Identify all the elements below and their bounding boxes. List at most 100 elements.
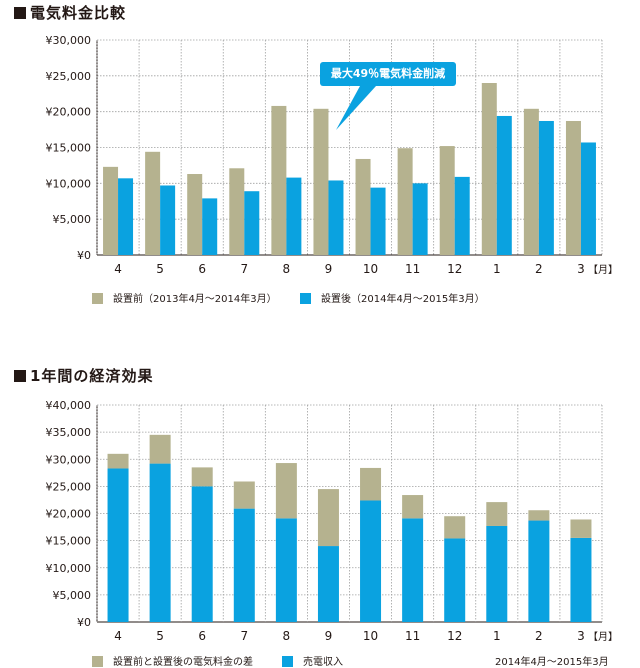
x-tick-label: 6 [198, 262, 206, 276]
x-tick-label: 11 [405, 262, 420, 276]
bar-before [145, 151, 161, 255]
legend-label: 設置前と設置後の電気料金の差 [113, 657, 253, 668]
bar-before [313, 108, 329, 255]
x-tick-label: 1 [493, 629, 501, 643]
x-axis-unit: 【月】 [588, 631, 618, 643]
legend-label: 設置前（2013年4月～2014年3月） [113, 294, 277, 305]
x-tick-label: 7 [240, 629, 248, 643]
bar-before [187, 174, 203, 255]
chart1-title: 電気料金比較 [14, 2, 126, 23]
bar-fee-difference [149, 434, 171, 464]
callout-pointer [336, 86, 376, 130]
bar-after [412, 183, 428, 255]
y-tick-label: ¥40,000 [46, 399, 92, 412]
y-tick-label: ¥35,000 [46, 426, 92, 439]
x-tick-label: 5 [156, 262, 164, 276]
chart2-legend-sales: 売電収入 [282, 653, 343, 668]
y-tick-label: ¥5,000 [53, 213, 92, 226]
bar-sales-income [107, 468, 129, 622]
y-tick-label: ¥0 [77, 249, 91, 262]
x-tick-label: 11 [405, 629, 420, 643]
x-tick-label: 8 [283, 629, 291, 643]
x-tick-label: 10 [363, 262, 378, 276]
x-tick-label: 3 [577, 629, 585, 643]
bar-before [439, 146, 455, 255]
chart2-period: 2014年4月～2015年3月 [495, 657, 609, 668]
chart2-legend-diff: 設置前と設置後の電気料金の差 [92, 653, 253, 668]
y-tick-label: ¥10,000 [46, 562, 92, 575]
x-tick-label: 2 [535, 629, 543, 643]
bar-sales-income [317, 546, 339, 622]
y-tick-label: ¥25,000 [46, 480, 92, 493]
bar-after [286, 177, 302, 255]
x-tick-label: 4 [114, 262, 122, 276]
title-square-icon [14, 7, 26, 19]
x-tick-label: 9 [325, 262, 333, 276]
bar-sales-income [233, 508, 255, 622]
bar-before [523, 108, 539, 255]
chart1-plot: ¥0 ¥5,000 ¥10,000 ¥15,000 ¥20,000 ¥25,000 ¥30,… [46, 34, 619, 276]
y-tick-label: ¥15,000 [46, 142, 92, 155]
y-tick-label: ¥30,000 [46, 34, 92, 47]
bar-after [580, 142, 596, 255]
bar-after [118, 178, 134, 255]
x-tick-label: 8 [283, 262, 291, 276]
x-tick-label: 9 [325, 629, 333, 643]
x-tick-label: 1 [493, 262, 501, 276]
bar-after [496, 115, 512, 255]
bar-fee-difference [444, 516, 466, 539]
chart2-title-text: 1年間の経済効果 [30, 367, 154, 385]
x-tick-label: 7 [240, 262, 248, 276]
bar-before [103, 166, 119, 255]
bar-fee-difference [107, 453, 129, 469]
x-tick-label: 12 [447, 629, 462, 643]
bar-sales-income [275, 518, 297, 622]
x-tick-label: 4 [114, 629, 122, 643]
bar-sales-income [402, 518, 424, 622]
chart2-title: 1年間の経済効果 [14, 365, 153, 386]
bar-fee-difference [275, 463, 297, 519]
bar-fee-difference [528, 510, 550, 521]
bar-after [454, 176, 470, 255]
bar-before [565, 120, 581, 255]
y-tick-label: ¥5,000 [53, 589, 92, 602]
bar-fee-difference [570, 519, 592, 538]
x-tick-label: 10 [363, 629, 378, 643]
bar-after [244, 191, 260, 255]
bar-fee-difference [486, 502, 508, 526]
legend-swatch [92, 656, 103, 667]
bar-after [370, 187, 386, 255]
legend-label: 設置後（2014年4月～2015年3月） [321, 294, 485, 305]
chart1-legend-after: 設置後（2014年4月～2015年3月） [300, 290, 485, 305]
bar-fee-difference [317, 489, 339, 547]
y-tick-label: ¥20,000 [46, 106, 92, 119]
bar-sales-income [444, 538, 466, 622]
y-tick-label: ¥15,000 [46, 535, 92, 548]
bar-before [397, 148, 413, 255]
bar-sales-income [360, 500, 382, 622]
legend-swatch [300, 293, 311, 304]
legend-swatch [282, 656, 293, 667]
title-square-icon [14, 370, 26, 382]
chart1-callout: 最大49％電気料金削減 [320, 62, 456, 86]
bar-fee-difference [360, 467, 382, 501]
chart1-title-text: 電気料金比較 [30, 4, 127, 22]
x-tick-label: 6 [198, 629, 206, 643]
bar-after [538, 120, 554, 255]
y-tick-label: ¥20,000 [46, 508, 92, 521]
x-axis-unit: 【月】 [588, 264, 618, 276]
bar-fee-difference [233, 481, 255, 509]
bar-after [328, 180, 344, 255]
bar-sales-income [570, 537, 592, 622]
bar-before [481, 83, 497, 255]
x-tick-label: 12 [447, 262, 462, 276]
x-tick-label: 2 [535, 262, 543, 276]
bar-before [271, 105, 287, 255]
bar-after [202, 198, 218, 255]
legend-label: 売電収入 [303, 657, 343, 668]
y-tick-label: ¥30,000 [46, 453, 92, 466]
legend-swatch [92, 293, 103, 304]
bar-sales-income [486, 525, 508, 622]
bar-before [355, 158, 371, 255]
